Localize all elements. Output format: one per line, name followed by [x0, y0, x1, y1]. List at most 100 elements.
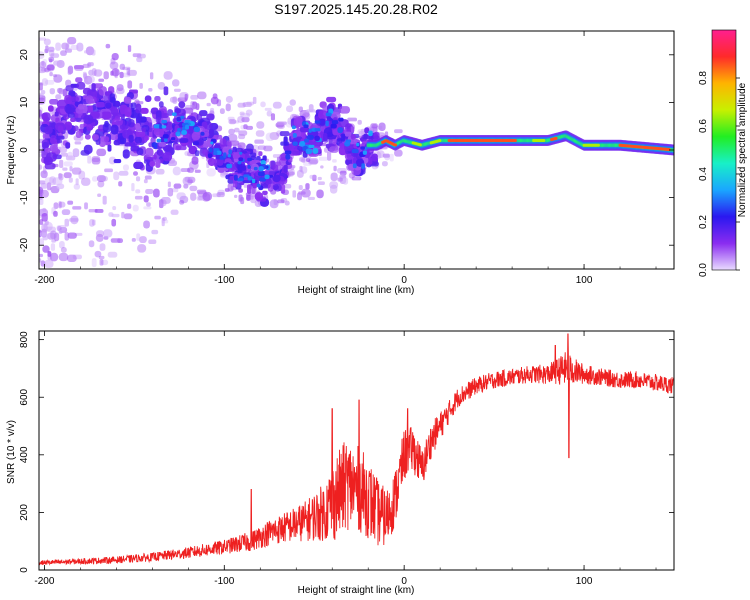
- spectrogram-cell: [227, 134, 238, 142]
- spectrogram-cell: [97, 193, 102, 198]
- spectrogram-cell: [184, 93, 188, 101]
- spectrogram-cell: [554, 136, 558, 140]
- spectrogram-cell: [339, 143, 345, 149]
- spectrogram-cell: [344, 141, 351, 147]
- spectrogram-cell: [161, 120, 168, 124]
- spectrogram-cell: [382, 153, 390, 158]
- spectrogram-cell: [123, 96, 132, 104]
- spectrogram-cell: [100, 259, 109, 266]
- spectrogram-cell: [136, 147, 144, 156]
- spectrogram-cell: [217, 189, 225, 196]
- spectrogram-cell: [226, 163, 233, 169]
- spectrogram-cell: [109, 61, 119, 70]
- spectrogram-cell: [48, 57, 55, 62]
- spectrogram-y-tick-label: 0: [19, 147, 30, 153]
- colorbar-tick-label: 0.8: [698, 71, 709, 85]
- spectrogram-cell: [128, 134, 134, 143]
- spectrogram-cell: [161, 125, 167, 129]
- spectrogram-cell: [137, 244, 147, 253]
- spectrogram-cell: [73, 183, 81, 190]
- spectrogram-cell: [50, 135, 57, 144]
- spectrogram-cell: [91, 83, 96, 92]
- spectrogram-cell: [144, 95, 152, 102]
- spectrogram-cell: [154, 96, 161, 102]
- spectrogram-cell: [266, 110, 273, 117]
- spectrogram-cell: [200, 131, 205, 136]
- chart-title: S197.2025.145.20.28.R02: [274, 1, 438, 17]
- spectrogram-cell: [262, 190, 268, 195]
- spectrogram-cell: [667, 148, 671, 152]
- spectrogram-cell: [219, 138, 227, 148]
- spectrogram-cell: [105, 102, 112, 109]
- colorbar-label: Normalized spectral amplitude: [737, 82, 748, 217]
- spectrogram-cell: [88, 69, 94, 76]
- spectrogram-cell: [61, 209, 71, 216]
- spectrogram-cell: [351, 149, 359, 154]
- spectrogram-cell: [39, 82, 44, 86]
- spectrogram-cell: [256, 183, 261, 188]
- spectrogram-cell: [122, 164, 130, 171]
- spectrogram-cell: [39, 61, 47, 69]
- spectrogram-cell: [269, 132, 280, 140]
- spectrogram-cell: [303, 124, 309, 129]
- spectrogram-cell: [39, 37, 46, 41]
- spectrogram-cell: [269, 199, 279, 209]
- spectrogram-cell: [187, 179, 193, 184]
- spectrogram-cell: [133, 161, 144, 170]
- spectrogram-cell: [299, 127, 310, 133]
- spectrogram-cell: [159, 127, 164, 137]
- spectrogram-cell: [378, 122, 386, 131]
- spectrogram-cell: [257, 145, 266, 150]
- spectrogram-cell: [171, 187, 179, 193]
- spectrogram-cell: [76, 42, 84, 52]
- spectrogram-cell: [207, 153, 213, 159]
- spectrogram-cell: [376, 150, 385, 159]
- snr-y-tick-label: 400: [19, 446, 30, 463]
- spectrogram-cell: [72, 206, 82, 210]
- spectrogram-cell: [284, 150, 292, 155]
- spectrogram-cell: [96, 175, 106, 182]
- spectrogram-cell: [284, 184, 292, 189]
- spectrogram-cell: [172, 166, 181, 176]
- spectrogram-cell: [216, 150, 222, 155]
- spectrogram-cell: [98, 255, 105, 260]
- spectrogram-cell: [154, 215, 161, 220]
- spectrogram-cell: [120, 138, 125, 144]
- spectrogram-cell: [47, 251, 52, 257]
- spectrogram-cell: [56, 139, 62, 144]
- spectrogram-cell: [337, 127, 344, 134]
- spectrogram-cell: [190, 192, 197, 201]
- spectrogram-cell: [197, 91, 207, 100]
- snr-y-tick-label: 200: [19, 504, 30, 521]
- spectrogram-cell: [76, 81, 86, 90]
- spectrogram-cell: [135, 103, 142, 114]
- colorbar-tick-label: 0.4: [698, 167, 709, 181]
- spectrogram-cell: [225, 95, 233, 103]
- spectrogram-cell: [65, 142, 71, 149]
- colorbar-ticks: 0.0 0.2 0.4 0.6 0.8: [698, 71, 740, 277]
- spectrogram-cell: [43, 156, 53, 165]
- spectrogram-cell: [131, 182, 135, 192]
- spectrogram-cell: [192, 141, 200, 146]
- spectrogram-cell: [159, 124, 163, 129]
- spectrogram-cell: [162, 134, 169, 139]
- spectrogram-cell: [92, 219, 96, 226]
- spectrogram-cell: [292, 133, 297, 138]
- spectrogram-cell: [127, 69, 137, 76]
- spectrogram-cell: [299, 141, 306, 147]
- spectrogram-cell: [70, 117, 76, 122]
- spectrogram-cell: [352, 163, 357, 169]
- spectrogram-cell: [105, 43, 111, 49]
- spectrogram-cell: [206, 113, 215, 121]
- spectrogram-cell: [212, 193, 221, 198]
- spectrogram-cell: [206, 102, 211, 107]
- spectrogram-cell: [344, 131, 352, 137]
- spectrogram-cell: [55, 94, 62, 100]
- spectrogram-cell: [143, 220, 150, 229]
- spectrogram-cell: [312, 174, 317, 182]
- spectrogram-cell: [254, 192, 264, 201]
- spectrogram-cell: [95, 230, 105, 237]
- spectrogram-cell: [58, 201, 62, 209]
- spectrogram-cell: [153, 124, 161, 129]
- spectrogram-cell: [83, 114, 94, 125]
